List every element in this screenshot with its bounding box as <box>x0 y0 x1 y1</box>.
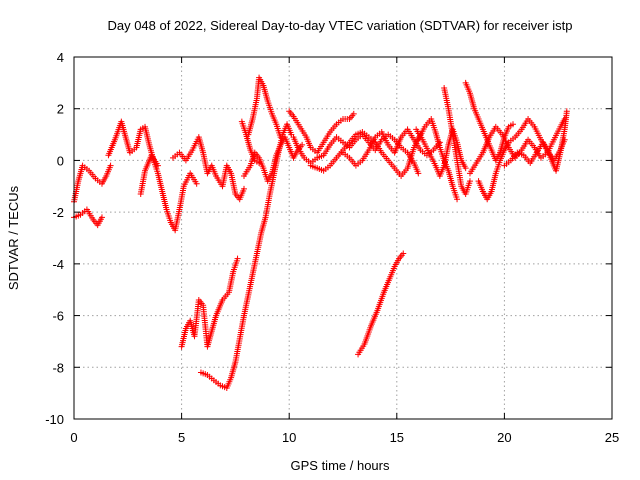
series-track-e-rise <box>178 255 241 350</box>
series-track-s <box>466 116 568 177</box>
x-tick-label: 25 <box>605 430 619 445</box>
series-track-h-peak <box>245 74 284 141</box>
y-tick-label: -8 <box>52 360 64 375</box>
y-tick-labels: -10 -8 -6 -4 -2 0 2 4 <box>45 50 64 427</box>
axis-ticks <box>73 56 613 420</box>
data-point <box>510 121 517 128</box>
series-track-u <box>501 108 570 174</box>
y-tick-label: -2 <box>52 205 64 220</box>
data-point <box>454 196 461 203</box>
series-track-b <box>105 118 200 234</box>
series-track-c <box>169 134 248 203</box>
y-tick-label: 4 <box>57 50 64 65</box>
plot-frame <box>73 56 613 420</box>
y-tick-label: -10 <box>45 412 64 427</box>
x-axis-label: GPS time / hours <box>291 458 390 473</box>
data-point <box>415 170 422 177</box>
x-tick-labels: 0 5 10 15 20 25 <box>70 430 619 445</box>
series-track-i <box>238 118 263 167</box>
data-point <box>350 110 357 117</box>
data-point <box>241 185 248 192</box>
series-track-a-upper <box>71 162 114 205</box>
series-track-q <box>415 116 461 203</box>
x-tick-label: 15 <box>390 430 404 445</box>
data-point <box>154 162 161 169</box>
series-track-t <box>475 116 568 203</box>
series-track-p <box>441 85 473 198</box>
data-point <box>256 160 263 167</box>
y-tick-label: -6 <box>52 309 64 324</box>
series-track-a-lower <box>71 206 105 229</box>
series-track-n-rise <box>355 250 407 358</box>
series-track-f-rise <box>197 121 295 391</box>
data-point <box>107 162 114 169</box>
y-tick-label: 2 <box>57 102 64 117</box>
series-track-j <box>286 108 357 156</box>
y-tick-label: 0 <box>57 153 64 168</box>
y-tick-label: -4 <box>52 257 64 272</box>
series-track-d <box>137 152 161 198</box>
y-axis-label: SDTVAR / TECUs <box>6 185 21 290</box>
grid-lines <box>74 57 612 419</box>
data-points <box>71 74 570 391</box>
x-tick-label: 10 <box>282 430 296 445</box>
x-tick-label: 20 <box>497 430 511 445</box>
data-point <box>98 214 105 221</box>
data-point <box>234 255 241 262</box>
series-track-o <box>413 126 469 179</box>
data-point <box>466 178 473 185</box>
data-point <box>563 108 570 115</box>
x-tick-label: 5 <box>178 430 185 445</box>
series-track-g <box>241 134 306 185</box>
series-track-m <box>340 126 443 169</box>
data-point <box>299 141 306 148</box>
data-point <box>277 134 284 141</box>
data-point <box>400 250 407 257</box>
x-tick-label: 0 <box>70 430 77 445</box>
data-point <box>462 165 469 172</box>
chart-title: Day 048 of 2022, Sidereal Day-to-day VTE… <box>107 18 572 33</box>
data-point <box>193 180 200 187</box>
